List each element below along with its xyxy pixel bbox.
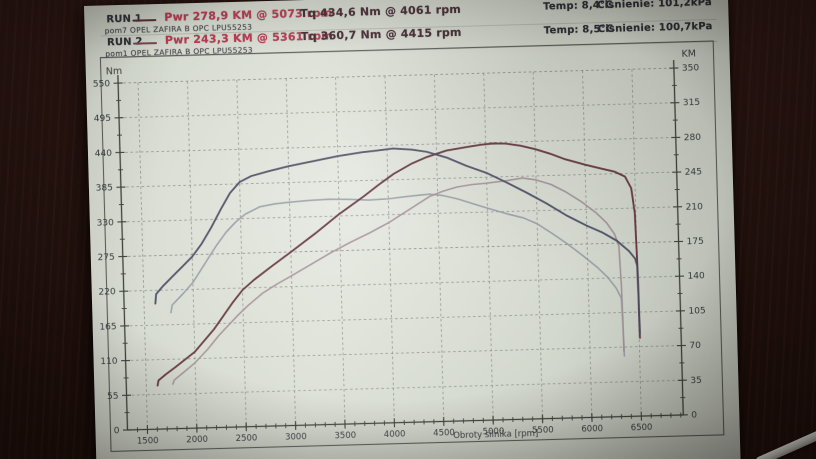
left-tick-label: 220 [98,287,116,297]
left-tick-label: 385 [96,183,113,193]
v-gridline [483,73,494,421]
curve-pwr_run2 [172,177,625,385]
v-gridline [335,77,346,425]
h-gridline [119,102,675,119]
x-tick-label: 1500 [137,436,159,447]
h-gridline [119,136,676,153]
h-gridline [125,345,682,362]
h-gridline [120,171,677,188]
right-tick-label: 70 [689,341,701,351]
curve-tq_run2 [170,193,626,357]
left-tick-label: 55 [107,392,119,402]
h-gridline [118,67,674,84]
x-tick-label: 6500 [631,423,653,434]
h-gridline [123,275,680,292]
right-tick-label: 280 [684,133,702,143]
x-tick-label: 4000 [384,429,406,440]
right-tick-label: 315 [683,98,700,108]
right-tick-label: 35 [690,376,702,386]
right-tick-label: 210 [686,202,704,212]
chart-frame [99,40,725,452]
h-gridline [124,310,681,327]
left-axis-title: Nm [106,66,123,77]
left-tick-label: 0 [114,426,120,436]
left-tick-label: 495 [94,114,111,124]
x-tick-label: 2500 [236,433,258,444]
x-tick-label: 3500 [334,431,356,442]
x-axis [127,414,684,431]
v-gridline [582,70,593,418]
h-gridline [121,206,678,223]
right-tick-label: 245 [685,167,702,177]
right-axis [673,60,684,415]
curve-pwr_run1 [156,142,641,387]
right-tick-label: 140 [687,272,705,282]
left-tick-label: 550 [93,79,111,89]
dyno-chart: 0 55 110 165 220 275 330 385 440 495 550 Nm 0 35 70 105… [93,40,725,452]
pen-on-table [754,416,816,459]
x-tick-label: 5000 [483,427,505,438]
dyno-printout-paper: RUN 1 Pwr 278,9 KM @ 5073 rpm Tq 434,6 N… [84,0,742,459]
x-tick-label: 2000 [186,435,208,446]
right-tick-label: 175 [686,237,703,247]
v-gridline [186,81,198,429]
left-tick-label: 110 [100,357,118,367]
h-gridline [122,241,679,257]
left-tick-label: 275 [98,253,115,263]
right-tick-label: 350 [682,63,700,73]
left-axis [117,75,129,430]
right-tick-label: 105 [688,306,705,316]
x-tick-label: 3000 [285,432,307,443]
v-gridline [532,71,543,419]
right-axis-title: KM [681,48,696,59]
v-gridline [137,82,148,430]
x-tick-label: 5500 [532,425,554,436]
v-gridline [384,75,395,423]
right-tick-label: 0 [691,411,697,421]
v-gridline [236,79,247,427]
curve-tq_run1 [154,147,641,335]
v-gridline [433,74,445,422]
x-tick-label: 4500 [433,428,455,439]
x-tick-label: 6000 [581,424,603,435]
left-tick-label: 165 [99,322,116,332]
left-tick-label: 440 [95,149,113,159]
x-axis-title: Obroty silnika [rpm] [453,429,538,441]
h-gridline [126,379,683,396]
left-tick-label: 330 [97,218,115,228]
